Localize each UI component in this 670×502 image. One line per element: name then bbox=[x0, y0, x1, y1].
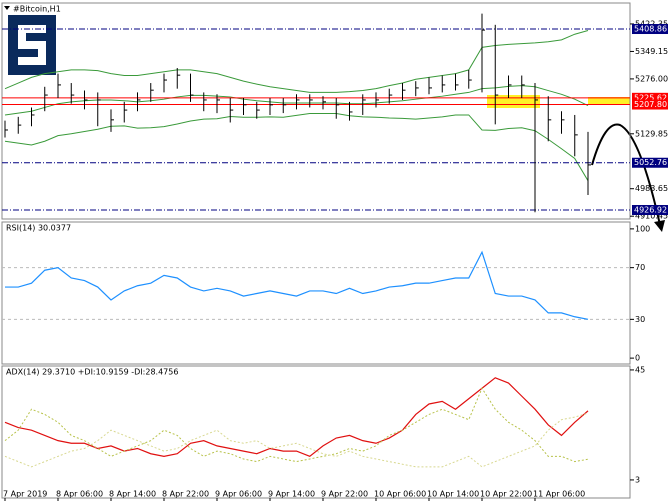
level-label: 5408.86 bbox=[634, 25, 667, 34]
arrow-head bbox=[654, 220, 665, 232]
y-tick-label: 70 bbox=[635, 263, 645, 272]
x-tick-label: 9 Apr 06:00 bbox=[215, 490, 262, 499]
level-label: 5052.76 bbox=[634, 158, 667, 167]
logo-glyph bbox=[18, 25, 46, 65]
level-label: 5225.62 bbox=[634, 93, 667, 102]
x-tick-label: 8 Apr 06:00 bbox=[56, 490, 103, 499]
panel-frame bbox=[1, 221, 631, 365]
level-label-box bbox=[632, 99, 668, 110]
x-tick-label: 11 Apr 06:00 bbox=[533, 490, 585, 499]
panel-frame bbox=[1, 365, 631, 499]
level-label-box bbox=[632, 92, 668, 103]
y-tick-label: 5276.00 bbox=[635, 74, 668, 83]
panel-title: #Bitcoin,H1 bbox=[13, 5, 61, 14]
y-tick-label: 0 bbox=[635, 354, 640, 363]
band-line bbox=[4, 112, 589, 181]
series-line bbox=[4, 387, 589, 463]
x-tick-label: 10 Apr 22:00 bbox=[480, 490, 532, 499]
panel-title: ADX(14) 29.3710 +DI:10.9159 -DI:28.4756 bbox=[6, 368, 178, 377]
level-label: 5207.80 bbox=[634, 100, 667, 109]
y-tick-label: 3 bbox=[635, 475, 640, 484]
panel-frame bbox=[1, 2, 631, 220]
y-tick-label: 45 bbox=[635, 365, 645, 374]
menu-triangle bbox=[4, 6, 10, 10]
band-line bbox=[4, 29, 589, 93]
y-tick-label: 30 bbox=[635, 315, 645, 324]
level-label-box bbox=[632, 24, 668, 35]
y-tick-label: 4983.65 bbox=[635, 184, 668, 193]
y-tick-label: 4910.45 bbox=[635, 212, 668, 221]
x-tick-label: 9 Apr 22:00 bbox=[321, 490, 368, 499]
series-line bbox=[4, 412, 589, 468]
highlight bbox=[588, 97, 630, 104]
panel-title: RSI(14) 30.0377 bbox=[6, 224, 71, 233]
y-tick-label: 5129.85 bbox=[635, 129, 668, 138]
level-label: 4926.92 bbox=[634, 206, 667, 215]
x-tick-label: 9 Apr 14:00 bbox=[268, 490, 315, 499]
y-tick-label: 100 bbox=[635, 224, 650, 233]
x-tick-label: 8 Apr 22:00 bbox=[162, 490, 209, 499]
level-label-box bbox=[632, 205, 668, 216]
y-tick-label: 5422.35 bbox=[635, 19, 668, 28]
series-line bbox=[5, 250, 589, 320]
y-tick-label: 5349.15 bbox=[635, 47, 668, 56]
x-tick-label: 7 Apr 2019 bbox=[3, 490, 47, 499]
series-line bbox=[4, 377, 589, 458]
x-tick-label: 10 Apr 14:00 bbox=[427, 490, 479, 499]
x-tick-label: 8 Apr 14:00 bbox=[109, 490, 156, 499]
level-label-box bbox=[632, 157, 668, 168]
x-tick-label: 10 Apr 06:00 bbox=[374, 490, 426, 499]
arrow bbox=[591, 123, 661, 226]
